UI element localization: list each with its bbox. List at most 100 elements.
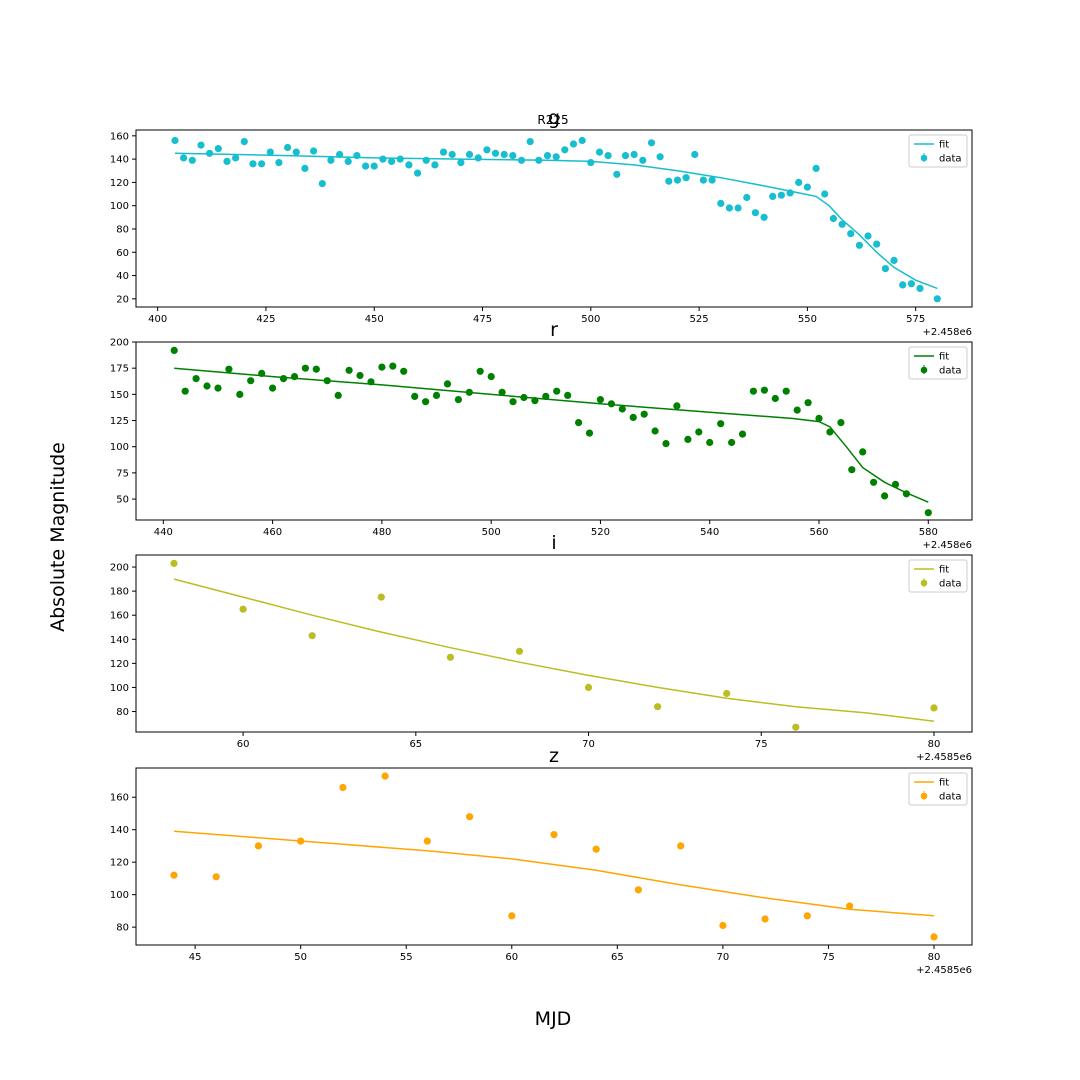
- data-point: [859, 448, 867, 456]
- x-tick-label: 80: [928, 739, 941, 750]
- data-point: [596, 396, 605, 404]
- data-point: [170, 346, 178, 354]
- x-tick-label: 60: [237, 739, 250, 750]
- data-point: [381, 772, 389, 780]
- data-point: [723, 689, 731, 698]
- data-point: [564, 391, 572, 399]
- y-tick-label: 80: [116, 707, 129, 718]
- data-point: [353, 152, 361, 160]
- data-point: [214, 145, 222, 153]
- data-point: [804, 399, 812, 407]
- data-point: [673, 402, 681, 410]
- data-point: [258, 160, 266, 168]
- data-point: [339, 783, 347, 792]
- x-offset-label: +2.4585e6: [916, 752, 972, 763]
- data-point: [318, 180, 326, 188]
- data-point: [225, 365, 233, 373]
- data-point: [786, 189, 794, 197]
- data-point: [170, 871, 178, 879]
- legend-fit-label: fit: [939, 778, 949, 789]
- data-point: [508, 912, 516, 920]
- data-point: [734, 204, 742, 212]
- legend-data-label: data: [939, 792, 962, 803]
- data-point: [356, 371, 364, 380]
- x-offset-label: +2.458e6: [922, 540, 972, 551]
- data-point: [414, 169, 422, 177]
- data-point: [890, 256, 898, 264]
- y-tick-label: 60: [116, 248, 129, 259]
- data-point: [803, 183, 812, 191]
- data-point: [587, 159, 595, 167]
- data-point: [292, 148, 300, 156]
- plot-frame: [135, 341, 973, 521]
- data-point: [575, 419, 583, 427]
- data-point: [197, 141, 205, 149]
- data-point: [552, 153, 560, 161]
- x-tick-label: 560: [809, 527, 828, 538]
- data-point: [803, 912, 811, 920]
- data-point: [223, 157, 231, 165]
- data-point: [838, 220, 846, 228]
- data-point: [297, 837, 305, 845]
- y-tick-label: 160: [110, 131, 129, 142]
- x-tick-label: 400: [148, 314, 167, 325]
- x-tick-label: 480: [372, 527, 391, 538]
- data-point: [284, 143, 292, 152]
- data-point: [584, 683, 593, 692]
- data-point: [362, 162, 370, 170]
- data-point: [422, 398, 430, 406]
- data-point: [378, 363, 386, 371]
- y-tick-label: 140: [110, 825, 129, 836]
- data-point: [864, 232, 872, 240]
- x-tick-label: 75: [755, 739, 768, 750]
- data-point: [634, 886, 643, 894]
- data-point: [269, 384, 277, 392]
- y-tick-label: 100: [110, 442, 129, 453]
- y-tick-label: 160: [110, 611, 129, 622]
- data-point: [782, 387, 790, 395]
- y-tick-label: 75: [116, 468, 129, 479]
- y-tick-label: 100: [110, 890, 129, 901]
- y-tick-label: 120: [110, 178, 129, 189]
- data-point: [247, 377, 255, 385]
- data-point: [448, 150, 456, 159]
- data-point: [725, 204, 734, 212]
- x-tick-label: 75: [822, 952, 835, 963]
- data-point: [743, 193, 751, 202]
- data-point: [621, 152, 630, 160]
- data-point: [881, 265, 890, 273]
- data-point: [673, 176, 682, 184]
- chart-panels: g 400 425 450 475 500 525 550 575 20 40 60 80 100 120 1…: [110, 107, 973, 976]
- data-point: [613, 170, 621, 178]
- data-point: [749, 387, 758, 395]
- data-point: [249, 160, 257, 168]
- data-point: [212, 873, 220, 881]
- data-point: [542, 392, 550, 400]
- data-point: [474, 154, 482, 162]
- data-point: [439, 148, 448, 156]
- data-point: [466, 813, 474, 821]
- data-point: [400, 367, 408, 375]
- data-point: [738, 430, 747, 438]
- data-point: [654, 703, 662, 711]
- data-point: [535, 156, 543, 164]
- data-point: [192, 375, 200, 383]
- data-point: [677, 842, 685, 850]
- panel-title-i: i: [551, 532, 556, 554]
- data-point: [379, 155, 387, 163]
- data-point: [656, 153, 664, 161]
- legend-data-label: data: [939, 154, 962, 165]
- x-tick-label: 65: [611, 952, 624, 963]
- data-point: [517, 156, 526, 164]
- data-point: [206, 149, 214, 157]
- x-tick-label: 580: [919, 527, 938, 538]
- x-tick-label: 45: [189, 952, 202, 963]
- x-tick-label: 440: [154, 527, 173, 538]
- data-point: [699, 176, 708, 184]
- panel-title-z: z: [549, 745, 559, 767]
- panel-i: i 60 65 70 75 80 80 100 120 140 160 180 200 +2.4585e6…: [110, 532, 973, 763]
- data-point: [239, 605, 247, 613]
- data-point: [457, 159, 465, 167]
- data-point: [662, 440, 670, 448]
